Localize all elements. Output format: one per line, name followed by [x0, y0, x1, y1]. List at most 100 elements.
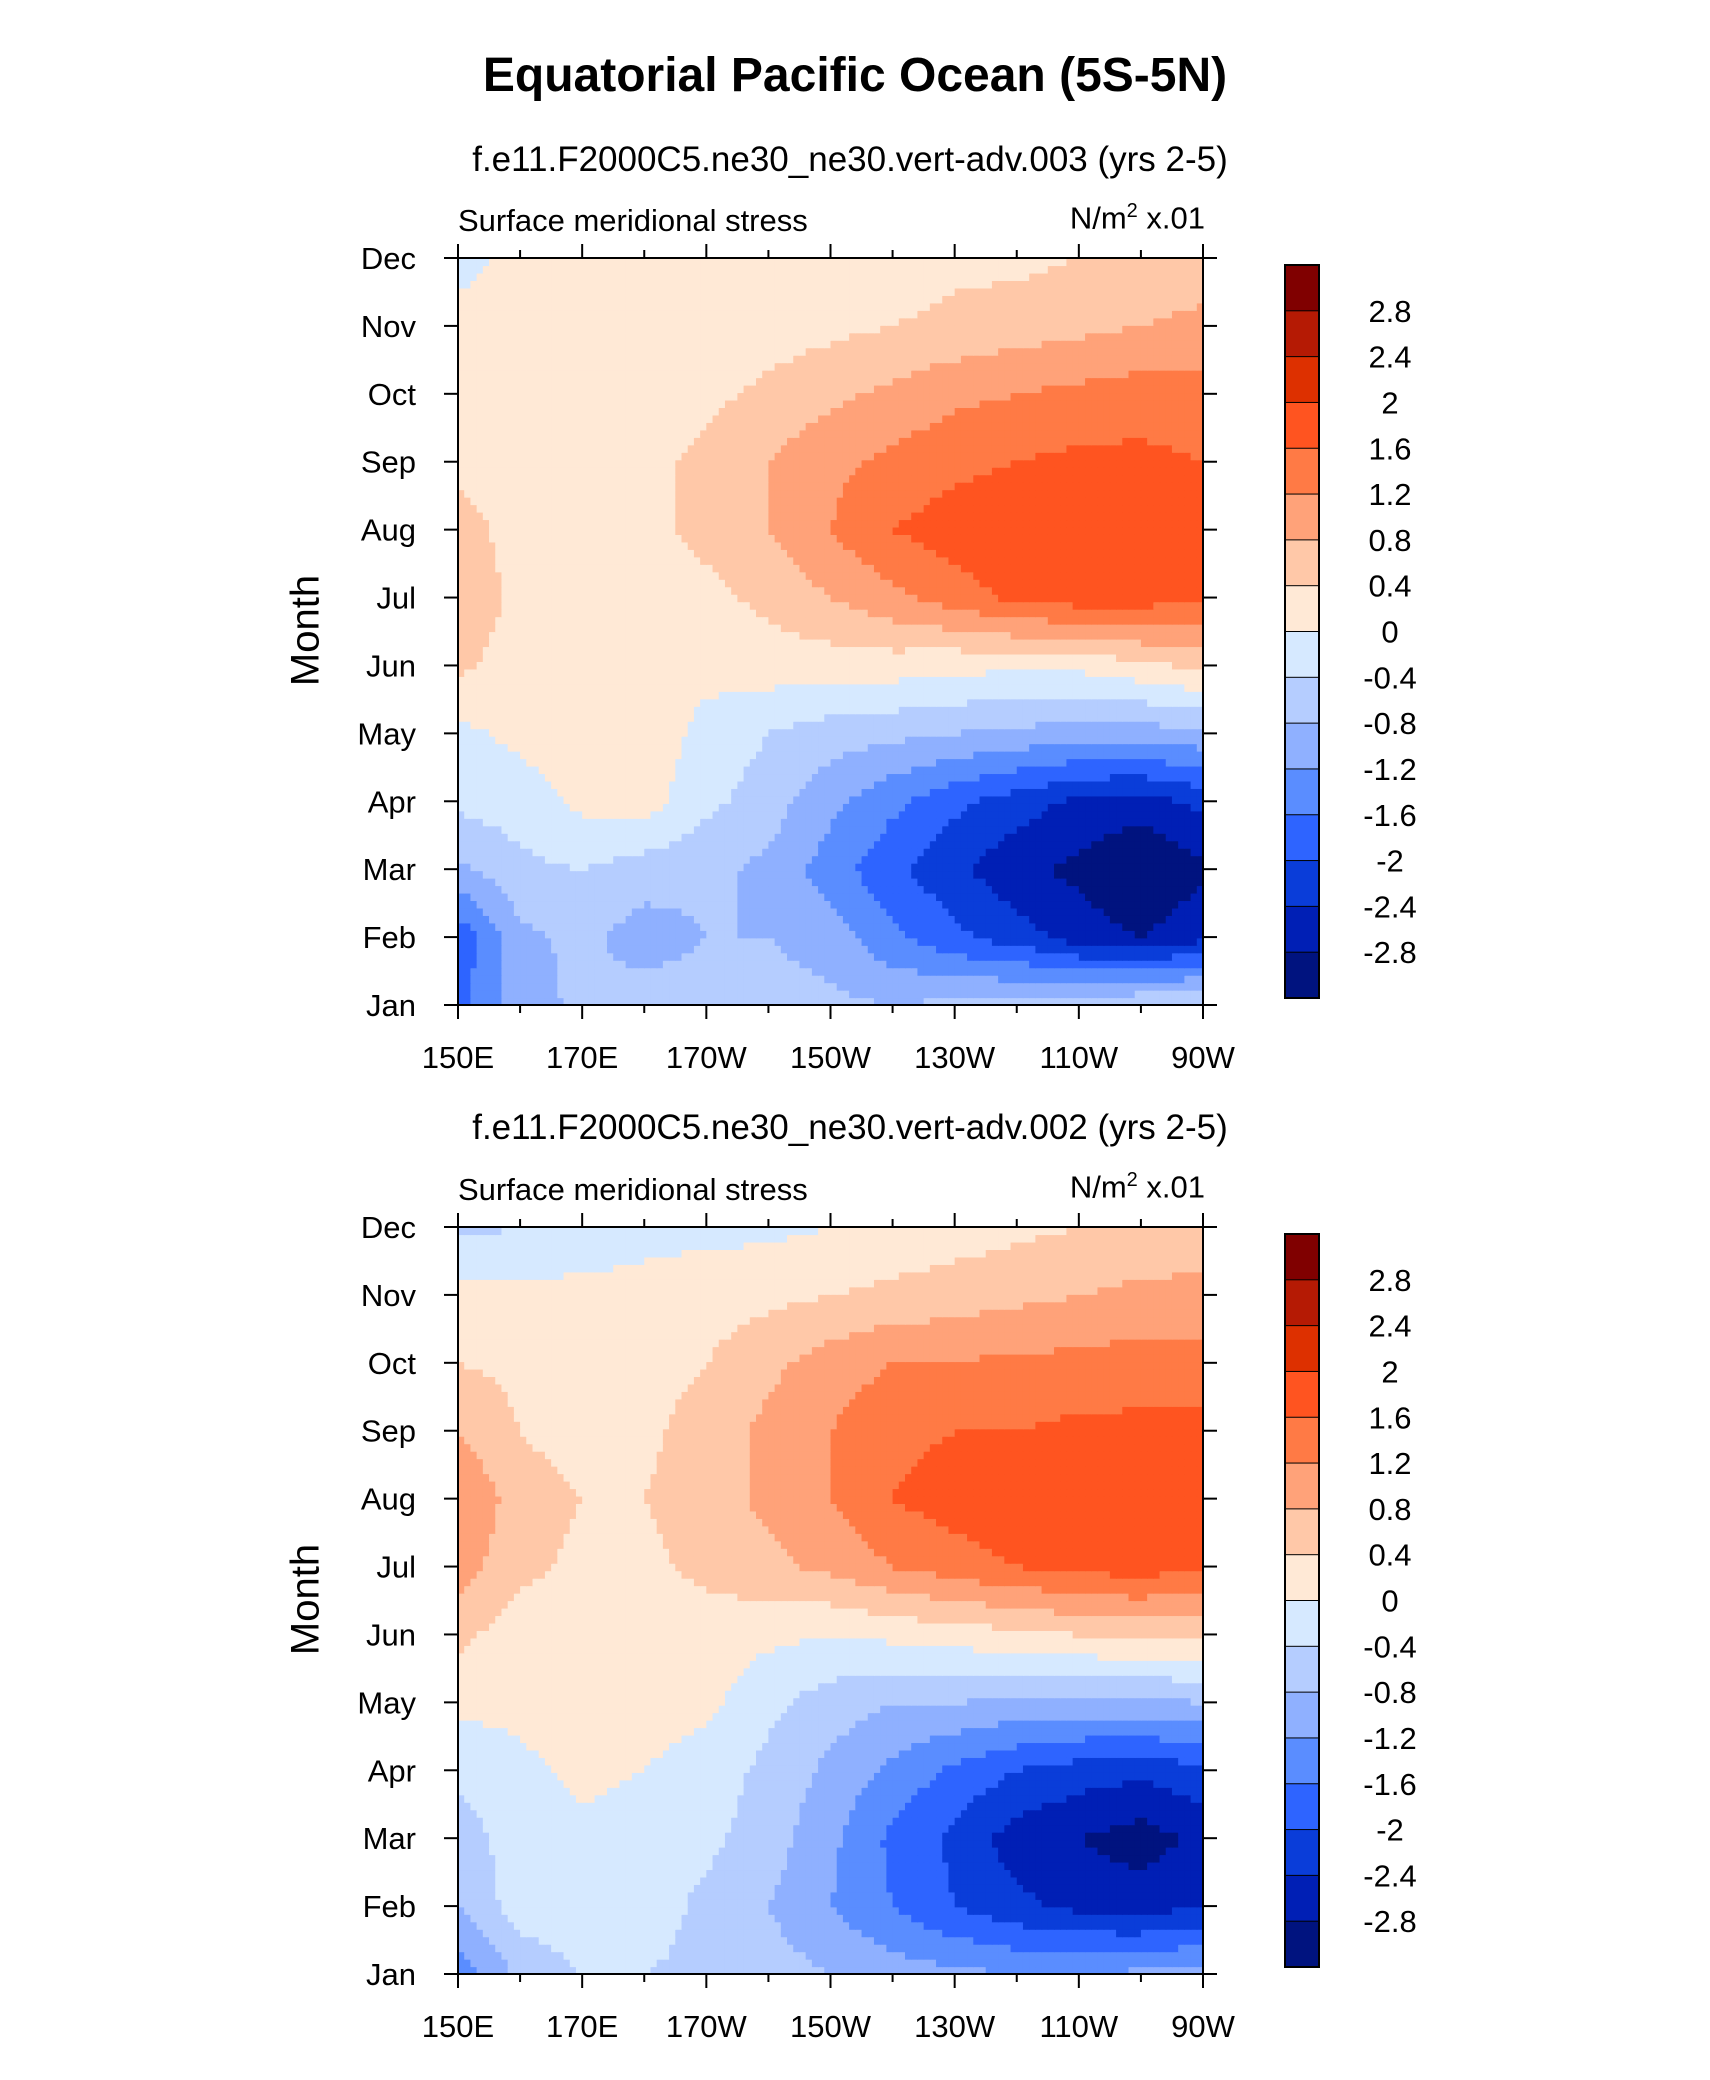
contour-cell	[569, 915, 577, 924]
contour-cell	[917, 706, 925, 715]
contour-cell	[905, 915, 912, 924]
contour-cell	[824, 848, 832, 857]
contour-cell	[780, 870, 788, 879]
contour-cell	[1029, 818, 1036, 827]
contour-cell	[948, 825, 956, 834]
contour-cell	[495, 773, 503, 782]
contour-cell	[1054, 743, 1061, 752]
contour-cell	[1085, 810, 1092, 819]
contour-cell	[489, 721, 496, 730]
contour-cell	[1097, 982, 1105, 991]
contour-cell	[513, 930, 521, 939]
contour-cell	[470, 833, 478, 842]
contour-cell	[1004, 751, 1012, 760]
contour-cell	[476, 818, 484, 827]
contour-cell	[762, 840, 770, 849]
contour-cell	[1010, 967, 1018, 976]
contour-cell	[768, 691, 776, 700]
contour-cell	[1041, 863, 1049, 872]
contour-cell	[743, 728, 751, 737]
contour-cell	[538, 848, 546, 857]
contour-cell	[507, 765, 515, 775]
contour-cell	[1004, 915, 1012, 924]
contour-cell	[979, 870, 987, 879]
contour-cell	[768, 907, 776, 916]
contour-cell	[582, 870, 589, 879]
contour-cell	[774, 706, 782, 715]
contour-cell	[656, 765, 664, 775]
contour-cell	[501, 803, 509, 812]
contour-cell	[855, 960, 863, 969]
contour-cell	[905, 788, 912, 797]
contour-cell	[898, 922, 906, 931]
contour-cell	[849, 743, 856, 752]
contour-cell	[1196, 915, 1204, 924]
contour-cell	[582, 840, 589, 849]
contour-cell	[1010, 788, 1018, 797]
contour-cell	[960, 765, 968, 775]
contour-cell	[787, 713, 794, 722]
contour-cell	[749, 952, 757, 961]
contour-cell	[1159, 878, 1167, 887]
contour-cell	[706, 997, 714, 1006]
contour-cell	[625, 788, 633, 797]
contour-cell	[1128, 915, 1136, 924]
contour-cell	[1196, 900, 1204, 909]
contour-cell	[1178, 892, 1185, 902]
contour-cell	[1140, 922, 1148, 931]
contour-cell	[756, 758, 763, 767]
contour-cell	[675, 810, 683, 819]
contour-cell	[948, 863, 956, 872]
contour-cell	[675, 803, 683, 812]
contour-cell	[1072, 721, 1080, 730]
contour-cell	[849, 773, 856, 782]
contour-cell	[1047, 773, 1055, 782]
contour-cell	[905, 818, 912, 827]
contour-cell	[600, 907, 608, 916]
contour-cell	[532, 900, 540, 909]
contour-cell	[780, 825, 788, 834]
contour-cell	[1140, 900, 1148, 909]
contour-cell	[756, 818, 763, 827]
contour-cell	[1091, 758, 1099, 767]
contour-cell	[1184, 930, 1192, 939]
contour-cell	[973, 885, 981, 894]
contour-cell	[1134, 997, 1142, 1006]
contour-cell	[905, 892, 912, 902]
contour-cell	[1066, 937, 1074, 946]
contour-cell	[979, 930, 987, 939]
contour-cell	[613, 728, 621, 737]
contour-cell	[805, 706, 813, 715]
contour-cell	[607, 982, 614, 991]
contour-cell	[501, 967, 509, 976]
contour-cell	[631, 736, 639, 745]
contour-cell	[526, 937, 534, 946]
contour-cell	[476, 706, 484, 715]
contour-cell	[749, 960, 757, 969]
contour-cell	[687, 982, 695, 991]
contour-cell	[793, 810, 801, 819]
contour-cell	[979, 915, 987, 924]
contour-cell	[1078, 810, 1086, 819]
contour-cell	[470, 780, 478, 789]
contour-cell	[886, 780, 894, 789]
contour-cell	[1060, 788, 1068, 797]
contour-cell	[923, 892, 931, 902]
contour-cell	[706, 818, 714, 827]
contour-cell	[1140, 780, 1148, 789]
contour-cell	[867, 758, 875, 767]
contour-cell	[482, 952, 490, 961]
contour-cell	[1072, 952, 1080, 961]
contour-cell	[973, 825, 981, 834]
contour-cell	[706, 937, 714, 946]
contour-cell	[1128, 870, 1136, 879]
contour-cell	[687, 967, 695, 976]
contour-cell	[1109, 721, 1117, 730]
contour-cell	[613, 691, 621, 700]
contour-cell	[569, 691, 577, 700]
contour-cell	[724, 706, 732, 715]
contour-cell	[991, 698, 999, 707]
contour-cell	[756, 967, 763, 976]
contour-cell	[1016, 967, 1024, 976]
contour-cell	[538, 818, 546, 827]
